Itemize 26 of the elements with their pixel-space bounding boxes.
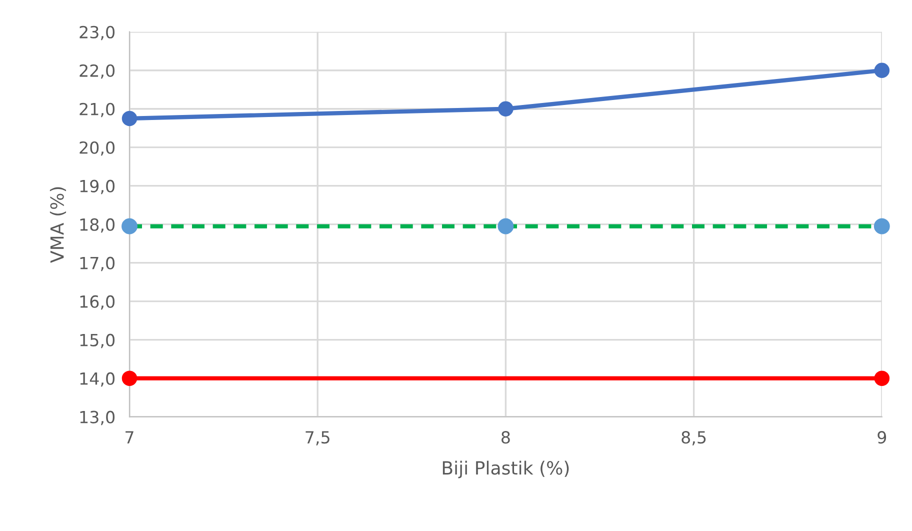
x-axis-title: Biji Plastik (%): [442, 460, 569, 478]
point: [874, 370, 890, 386]
y-tick-label: 16,0: [80, 295, 115, 310]
point: [498, 218, 514, 234]
point: [498, 101, 514, 116]
y-tick-label: 22,0: [80, 64, 115, 79]
point: [122, 370, 138, 386]
point: [122, 218, 138, 234]
x-tick-label: 9: [878, 431, 886, 444]
x-tick-label: 8,5: [682, 431, 706, 446]
y-tick-label: 23,0: [80, 26, 115, 40]
point: [122, 110, 138, 126]
y-tick-label: 19,0: [80, 180, 115, 194]
y-tick-label: 14,0: [80, 372, 115, 387]
y-tick-label: 21,0: [80, 102, 115, 118]
y-axis-title: VMA (%): [50, 187, 66, 263]
y-tick-label: 15,0: [80, 334, 115, 348]
x-tick-label: 8: [502, 431, 510, 444]
point: [874, 218, 890, 234]
point: [874, 62, 890, 78]
y-tick-label: 17,0: [80, 256, 115, 272]
y-tick-label: 13,0: [80, 410, 115, 426]
y-tick-label: 18,0: [80, 218, 115, 233]
x-tick-label: 7: [126, 431, 134, 444]
y-tick-label: 20,0: [80, 141, 115, 156]
x-tick-label: 7,5: [306, 431, 330, 446]
